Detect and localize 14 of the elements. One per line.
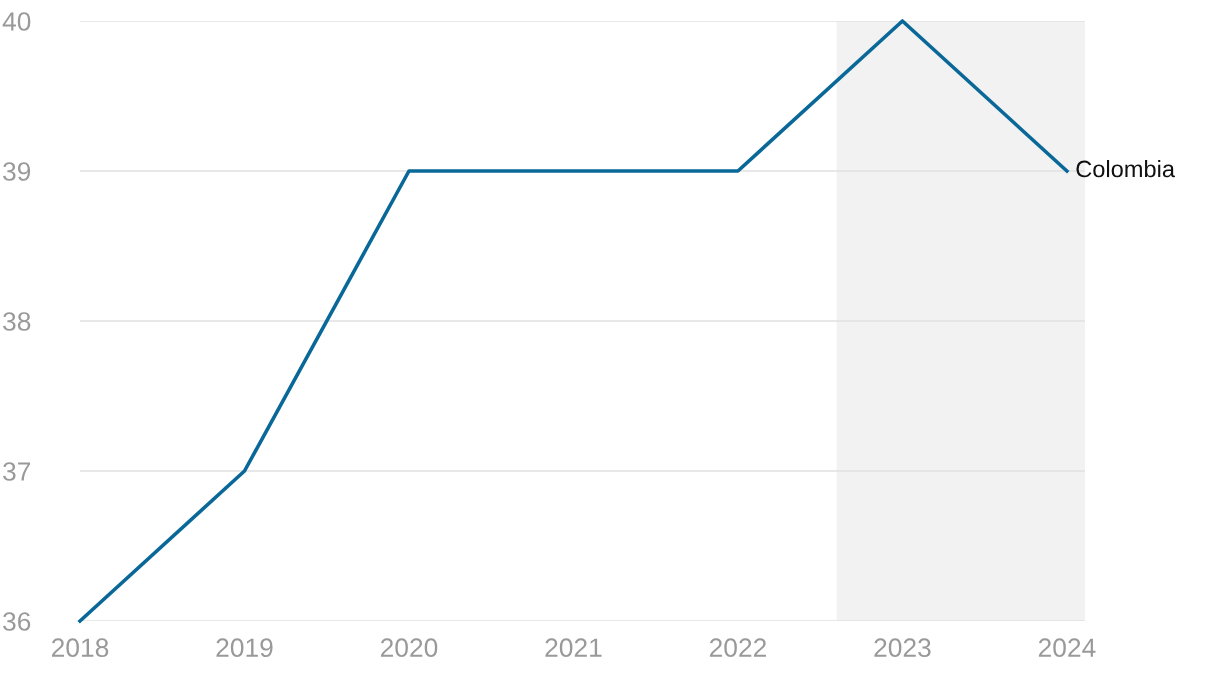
y-tick-label: 38: [3, 312, 31, 331]
x-tick-label: 2020: [380, 638, 438, 658]
x-tick-label: 2023: [874, 638, 931, 658]
y-tick-label: 37: [3, 462, 31, 481]
line-series: [78, 19, 1069, 623]
x-tick-label: 2024: [1038, 638, 1096, 658]
y-tick-label: 40: [2, 12, 31, 31]
x-tick-label: 2021: [545, 638, 602, 658]
y-tick-label: 39: [3, 162, 31, 181]
x-tick-label: 2018: [51, 638, 109, 658]
series-label: Colombia: [1076, 160, 1175, 178]
y-tick-label: 36: [3, 612, 31, 631]
x-tick-label: 2019: [216, 638, 273, 658]
x-tick-label: 2022: [709, 638, 766, 658]
